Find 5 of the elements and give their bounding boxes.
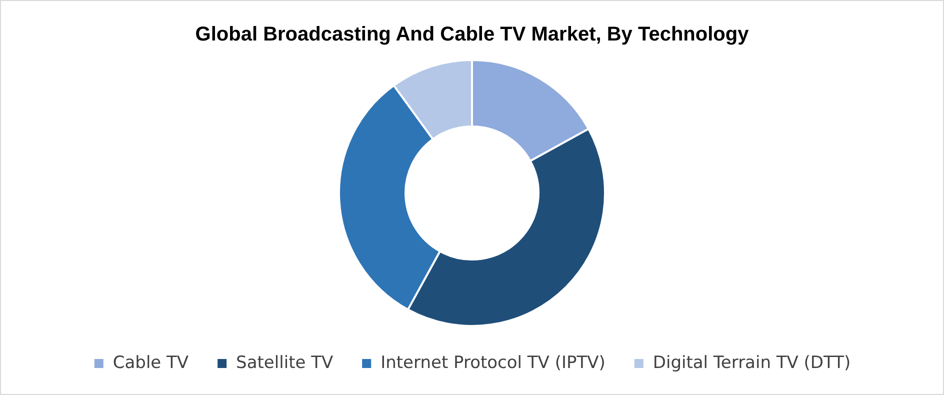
- legend-label: Cable TV: [112, 352, 189, 373]
- legend-label: Satellite TV: [236, 352, 334, 373]
- legend-label: Digital Terrain TV (DTT): [652, 352, 851, 373]
- chart-title: Global Broadcasting And Cable TV Market, By Technology: [195, 24, 750, 46]
- legend-label: Internet Protocol TV (IPTV): [380, 352, 606, 373]
